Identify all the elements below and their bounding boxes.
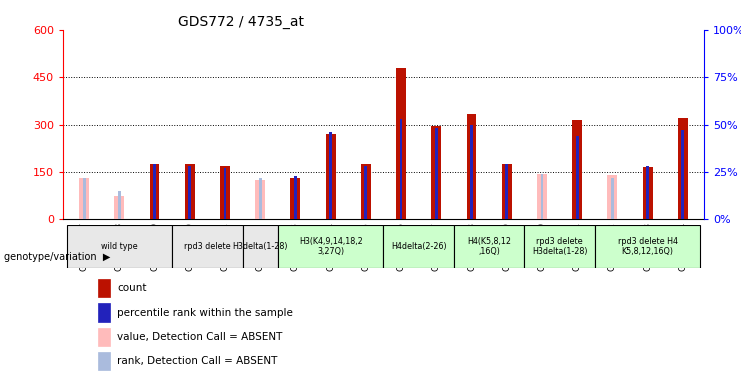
Text: GDS772 / 4735_at: GDS772 / 4735_at — [179, 15, 305, 29]
Bar — [114, 196, 124, 219]
Bar — [646, 166, 649, 219]
Bar — [220, 166, 230, 219]
Bar — [83, 178, 85, 219]
Bar — [150, 164, 159, 219]
Text: H3(K4,9,14,18,2
3,27Q): H3(K4,9,14,18,2 3,27Q) — [299, 237, 362, 256]
Bar — [99, 352, 110, 370]
Bar — [540, 174, 543, 219]
Bar — [255, 180, 265, 219]
Bar — [608, 175, 617, 219]
Bar — [224, 168, 227, 219]
Bar — [467, 114, 476, 219]
Bar — [118, 191, 121, 219]
Bar — [79, 178, 89, 219]
Bar — [185, 164, 195, 219]
Bar — [99, 328, 110, 346]
Bar — [396, 68, 406, 219]
Bar — [326, 134, 336, 219]
Bar — [399, 119, 402, 219]
Text: wild type: wild type — [101, 242, 138, 251]
Bar — [259, 178, 262, 219]
Text: rpd3 delete: rpd3 delete — [184, 242, 230, 251]
Text: genotype/variation  ▶: genotype/variation ▶ — [4, 252, 110, 262]
Bar — [294, 176, 297, 219]
Bar — [435, 129, 438, 219]
Bar — [365, 166, 368, 219]
Bar — [502, 164, 511, 219]
Bar — [290, 178, 300, 219]
Text: H4(K5,8,12
,16Q): H4(K5,8,12 ,16Q) — [467, 237, 511, 256]
Bar — [595, 225, 700, 268]
Bar — [678, 118, 688, 219]
Text: H3delta(1-28): H3delta(1-28) — [233, 242, 288, 251]
Text: value, Detection Call = ABSENT: value, Detection Call = ABSENT — [118, 332, 283, 342]
Bar — [99, 279, 110, 297]
Bar — [525, 225, 595, 268]
Text: rpd3 delete
H3delta(1-28): rpd3 delete H3delta(1-28) — [532, 237, 588, 256]
Bar — [611, 178, 614, 219]
Text: count: count — [118, 283, 147, 293]
Bar — [329, 132, 332, 219]
Bar — [470, 124, 473, 219]
Bar — [572, 120, 582, 219]
Bar — [682, 130, 684, 219]
Bar — [172, 225, 242, 268]
Bar — [642, 167, 653, 219]
Text: rank, Detection Call = ABSENT: rank, Detection Call = ABSENT — [118, 356, 278, 366]
Bar — [278, 225, 383, 268]
Text: rpd3 delete H4
K5,8,12,16Q): rpd3 delete H4 K5,8,12,16Q) — [617, 237, 677, 256]
Bar — [384, 225, 454, 268]
Bar — [431, 126, 441, 219]
Bar — [242, 225, 278, 268]
Bar — [505, 165, 508, 219]
Bar — [188, 166, 191, 219]
Bar — [576, 136, 579, 219]
Bar — [361, 164, 370, 219]
Bar — [454, 225, 525, 268]
Text: percentile rank within the sample: percentile rank within the sample — [118, 308, 293, 318]
Bar — [67, 225, 172, 268]
Bar — [99, 303, 110, 322]
Bar — [153, 165, 156, 219]
Text: H4delta(2-26): H4delta(2-26) — [391, 242, 447, 251]
Bar — [537, 174, 547, 219]
